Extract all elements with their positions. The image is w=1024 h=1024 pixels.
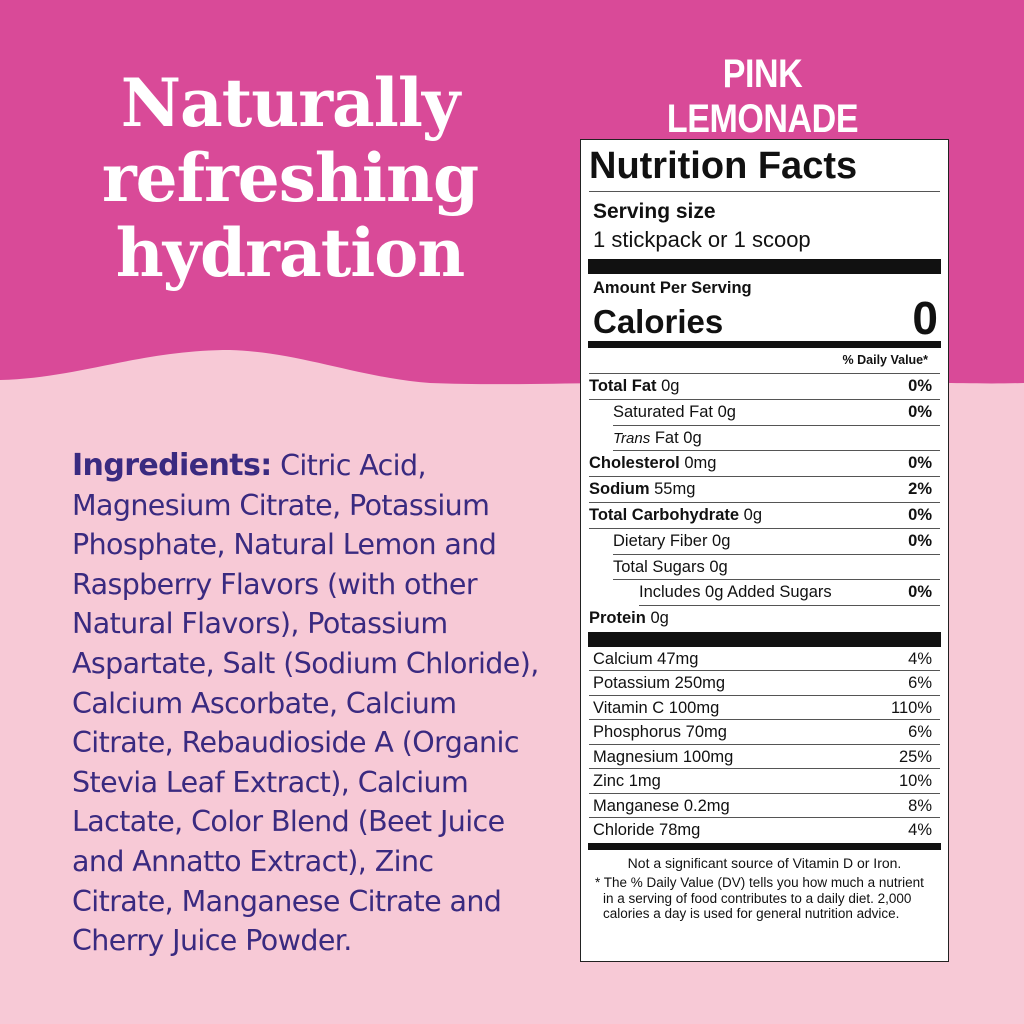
nutrient-dv: 0% xyxy=(908,454,932,473)
nutrient-name: Trans Fat 0g xyxy=(613,428,702,447)
vitamin-dv: 8% xyxy=(908,796,932,815)
vitamin-dv: 10% xyxy=(898,772,932,791)
nutrient-row: Sodium 55mg 2% xyxy=(589,477,940,503)
ingredients-text: Citric Acid, Magnesium Citrate, Potassiu… xyxy=(72,449,539,958)
nutrient-row: Total Carbohydrate 0g 0% xyxy=(589,503,940,529)
vitamin-dv: 4% xyxy=(908,649,932,668)
nutrient-dv: 0% xyxy=(908,402,932,421)
vitamin-row: Potassium 250mg 6% xyxy=(589,671,940,696)
vitamin-name: Calcium 47mg xyxy=(593,649,699,668)
headline-line: hydration xyxy=(115,214,466,292)
not-significant-note: Not a significant source of Vitamin D or… xyxy=(627,854,902,871)
nutrient-row: Saturated Fat 0g 0% xyxy=(613,400,940,426)
vitamin-name: Chloride 78mg xyxy=(593,821,701,840)
nutrition-facts-label: Nutrition Facts Serving size 1 stickpack… xyxy=(580,139,949,962)
vitamin-dv: 6% xyxy=(908,674,932,693)
nutrient-dv: 2% xyxy=(908,480,932,499)
nutrient-name: Protein 0g xyxy=(589,609,669,628)
vitamin-dv: 25% xyxy=(898,747,932,766)
footnotes: Not a significant source of Vitamin D or… xyxy=(589,850,940,922)
nutrient-row: Trans Fat 0g xyxy=(613,426,940,452)
nutrient-row: Protein 0g xyxy=(589,606,940,632)
nutrient-row: Total Fat 0g 0% xyxy=(589,374,940,400)
calories-label: Calories xyxy=(593,303,724,340)
nutrient-name: Total Fat 0g xyxy=(589,377,680,395)
vitamin-rows: Calcium 47mg 4% Potassium 250mg 6% Vitamin C… xyxy=(589,647,940,843)
vitamin-row: Vitamin C 100mg 110% xyxy=(589,696,940,721)
vitamin-row: Calcium 47mg 4% xyxy=(589,647,940,672)
flavor-name: PINK LEMONADE xyxy=(666,52,859,141)
nutrient-row: Cholesterol 0mg 0% xyxy=(589,451,940,478)
vitamin-dv: 6% xyxy=(908,723,932,742)
calories-value: 0 xyxy=(912,292,938,344)
nutrient-name: Sodium 55mg xyxy=(589,480,696,499)
vitamin-dv: 4% xyxy=(908,821,932,840)
nutrient-row: Includes 0g Added Sugars 0% xyxy=(639,580,940,607)
vitamin-row: Zinc 1mg 10% xyxy=(589,769,940,794)
nutrient-dv: 0% xyxy=(908,377,932,395)
nutrient-name: Includes 0g Added Sugars xyxy=(639,583,832,602)
nutrient-name: Cholesterol 0mg xyxy=(589,454,717,473)
nutrient-row: Total Sugars 0g xyxy=(613,555,940,581)
nutrient-dv: 0% xyxy=(908,583,932,602)
vitamin-name: Potassium 250mg xyxy=(593,674,726,693)
divider xyxy=(588,259,941,274)
headline-line: Naturally xyxy=(120,64,461,142)
vitamin-row: Manganese 0.2mg 8% xyxy=(589,794,940,819)
daily-value-header: % Daily Value* xyxy=(589,348,940,374)
ingredients-label: Ingredients: xyxy=(72,448,272,483)
vitamin-row: Magnesium 100mg 25% xyxy=(589,745,940,770)
vitamin-name: Vitamin C 100mg xyxy=(593,698,720,717)
vitamin-name: Zinc 1mg xyxy=(593,772,661,791)
nutrient-name: Total Carbohydrate 0g xyxy=(589,505,762,524)
ingredients: Ingredients: Citric Acid, Magnesium Citr… xyxy=(72,446,542,961)
headline: Naturally refreshing hydration xyxy=(60,66,520,291)
vitamin-row: Phosphorus 70mg 6% xyxy=(589,720,940,745)
nutrient-rows: Total Fat 0g 0% Saturated Fat 0g 0% Trans Fa… xyxy=(589,374,940,632)
nutrient-row: Dietary Fiber 0g 0% xyxy=(613,529,940,555)
vitamin-row: Chloride 78mg 4% xyxy=(589,818,940,843)
divider xyxy=(588,341,941,348)
serving-size-value: 1 stickpack or 1 scoop xyxy=(593,227,811,252)
nutrition-title: Nutrition Facts xyxy=(589,140,940,192)
divider xyxy=(588,631,941,647)
nutrient-name: Dietary Fiber 0g xyxy=(613,531,731,550)
nutrient-dv: 0% xyxy=(908,505,932,524)
vitamin-dv: 110% xyxy=(891,698,932,717)
daily-value-footnote: * The % Daily Value (DV) tells you how m… xyxy=(595,875,924,922)
calories-row: Calories 0 xyxy=(593,292,938,344)
vitamin-name: Phosphorus 70mg xyxy=(593,723,727,742)
nutrient-name: Saturated Fat 0g xyxy=(613,402,736,421)
headline-line: refreshing xyxy=(101,139,479,217)
vitamin-name: Manganese 0.2mg xyxy=(593,796,730,815)
nutrient-name: Total Sugars 0g xyxy=(613,557,728,576)
serving-size-label: Serving size xyxy=(593,200,716,223)
nutrient-dv: 0% xyxy=(908,531,932,550)
vitamin-name: Magnesium 100mg xyxy=(593,747,734,766)
amount-per-serving: Amount Per Serving xyxy=(593,279,752,297)
divider xyxy=(588,842,941,850)
